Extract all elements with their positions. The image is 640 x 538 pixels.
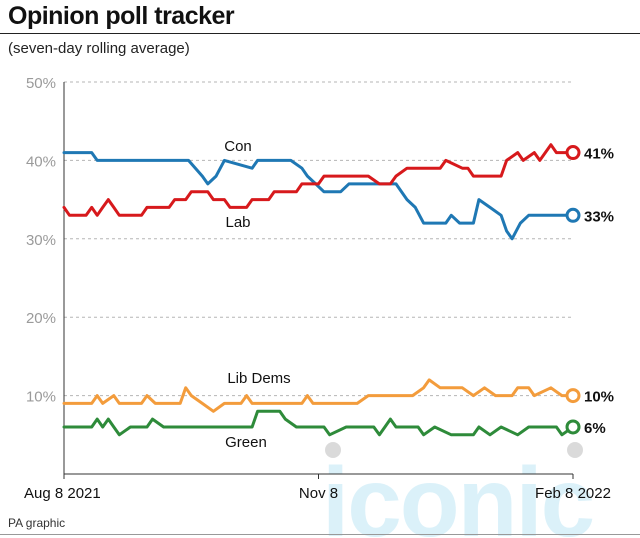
- end-value-label: 6%: [584, 420, 606, 437]
- series-line-lib-dems: [62, 378, 575, 413]
- series-line-green: [62, 409, 575, 437]
- series-line-con: [62, 151, 575, 241]
- axes: 50% 40% 30% 20% 10% Aug 8 2021 Nov 8 Feb 8 2022: [24, 75, 611, 502]
- end-marker-lab: [565, 145, 581, 161]
- y-tick-label: 20%: [26, 310, 56, 327]
- series-lines: [62, 143, 581, 437]
- series-labels: 33% Con 41% Lab 10% Lib Dems 6% Green: [224, 138, 614, 451]
- y-tick-label: 40%: [26, 153, 56, 170]
- series-name-label: Con: [224, 138, 252, 155]
- x-tick-label: Aug 8 2021: [24, 485, 101, 502]
- watermark-dot: [567, 442, 583, 458]
- y-tick-label: 50%: [26, 75, 56, 92]
- watermark-text: iconic: [322, 447, 593, 538]
- chart-title: Opinion poll tracker: [8, 2, 235, 30]
- y-tick-label: 30%: [26, 232, 56, 249]
- end-value-label: 33%: [584, 208, 614, 225]
- watermark-dot: [325, 442, 341, 458]
- title-rule: [0, 33, 640, 34]
- bottom-rule: [0, 534, 640, 535]
- x-tick-label: Nov 8: [299, 485, 338, 502]
- end-marker-green: [565, 419, 581, 435]
- y-tick-label: 10%: [26, 389, 56, 406]
- series-name-label: Lab: [225, 214, 250, 231]
- end-value-label: 41%: [584, 146, 614, 163]
- series-name-label: Lib Dems: [227, 370, 290, 387]
- x-tick-label: Feb 8 2022: [535, 485, 611, 502]
- chart-subtitle: (seven-day rolling average): [8, 40, 190, 57]
- series-line-lab: [62, 143, 575, 217]
- grid-lines: [64, 81, 573, 397]
- pa-graphic-credit: PA graphic: [8, 516, 66, 530]
- end-marker-lib-dems: [565, 388, 581, 404]
- end-marker-con: [565, 207, 581, 223]
- iconic-watermark: iconic: [322, 442, 595, 538]
- series-name-label: Green: [225, 434, 267, 451]
- end-value-label: 10%: [584, 389, 614, 406]
